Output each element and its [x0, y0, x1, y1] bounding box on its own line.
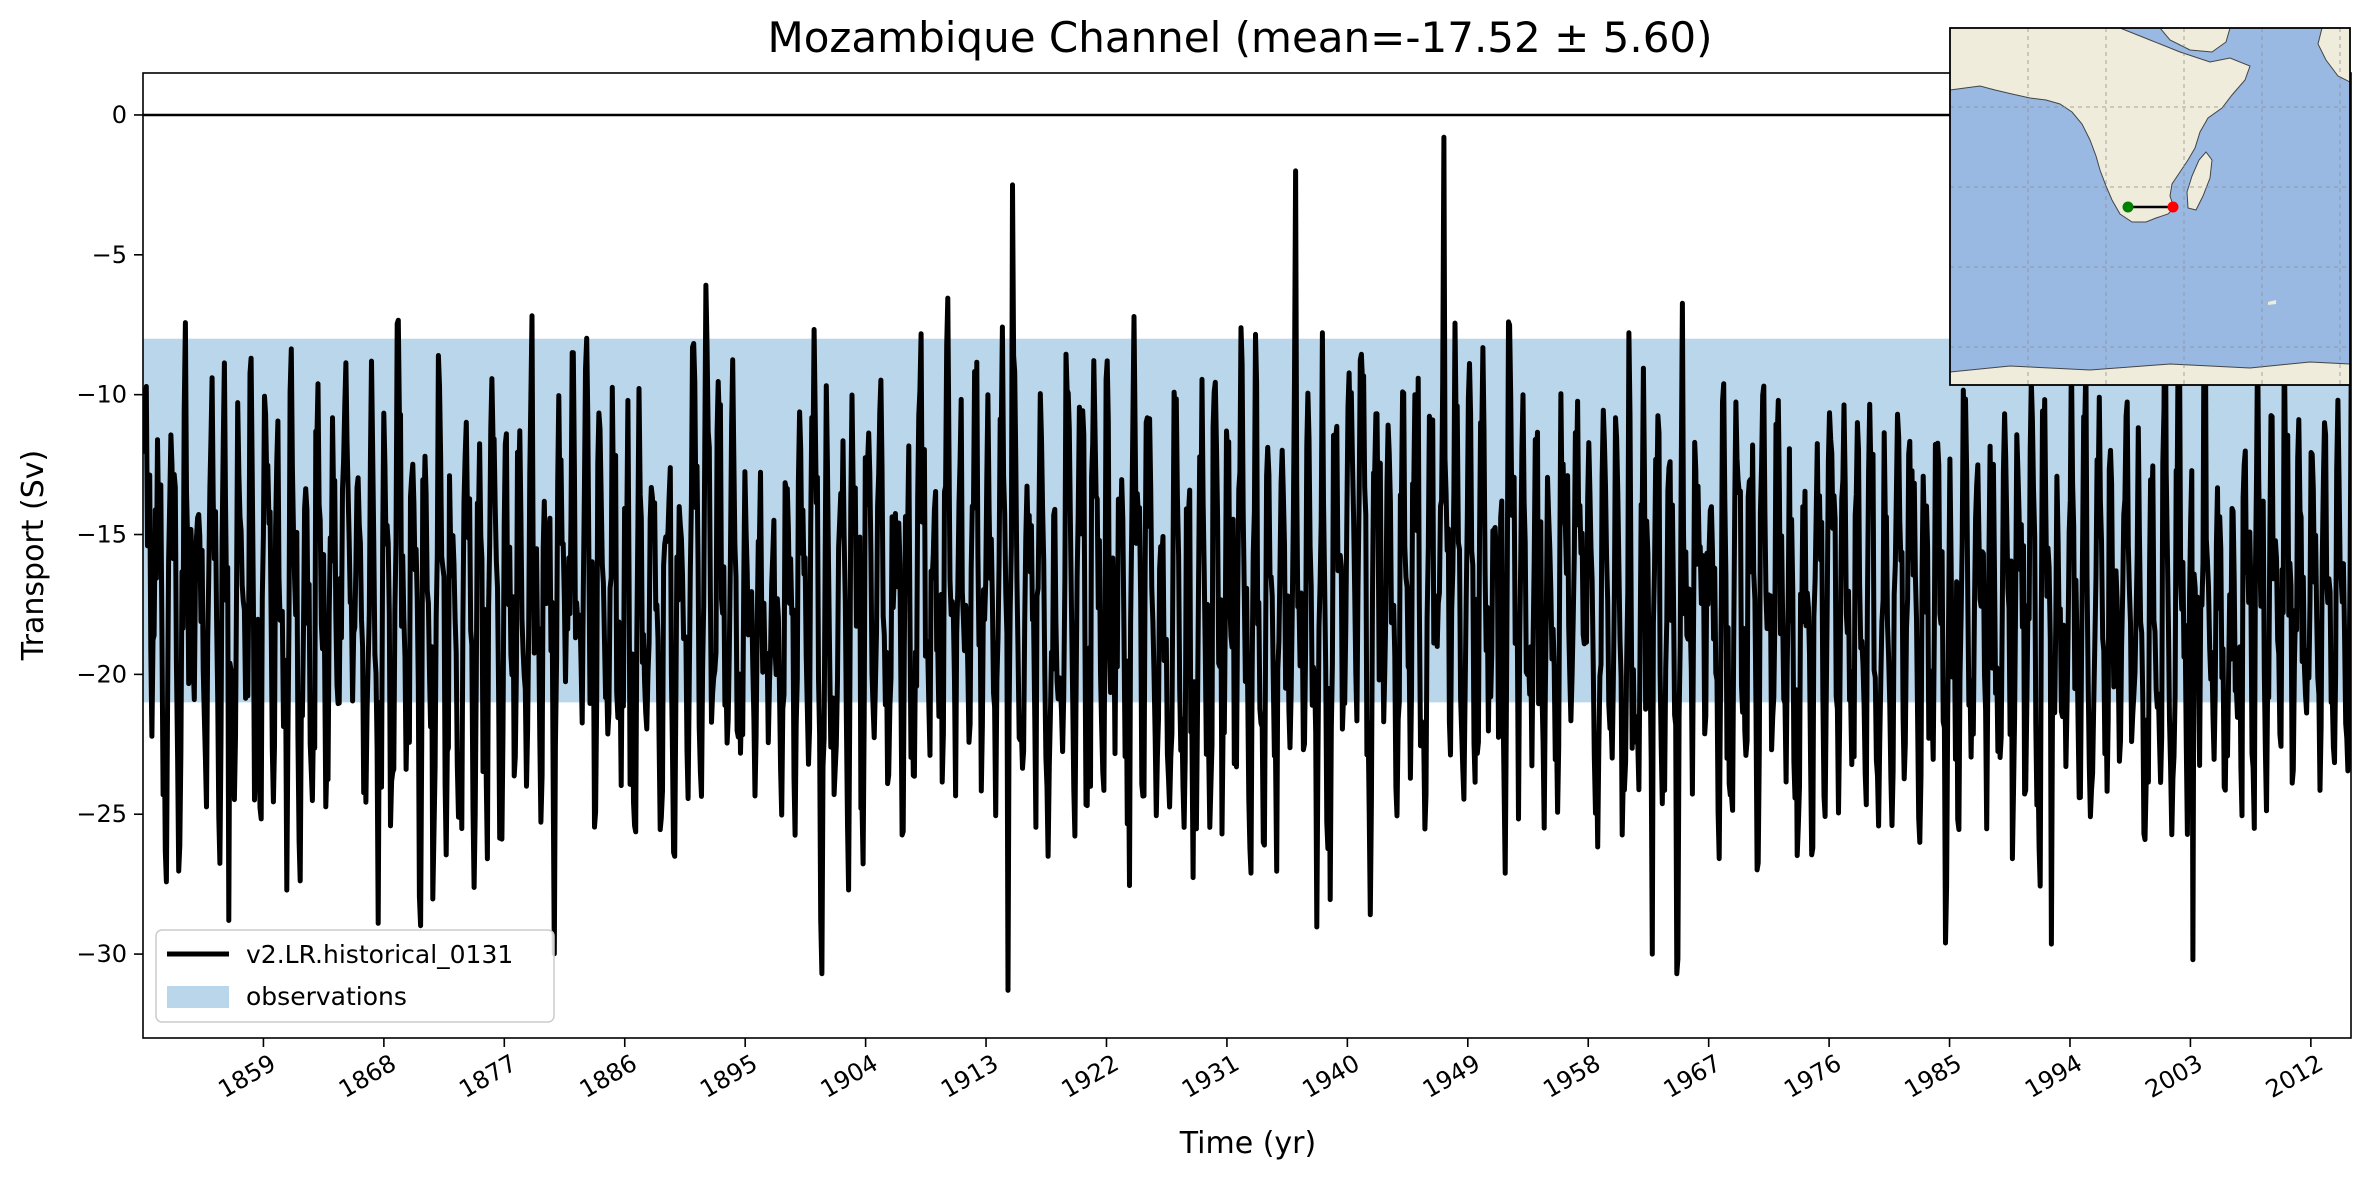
x-tick-label: 1859 [214, 1049, 281, 1104]
x-tick-label: 1967 [1659, 1049, 1726, 1104]
axes-frame [142, 72, 2352, 1039]
chart-title: Mozambique Channel (mean=-17.52 ± 5.60) [767, 13, 1712, 62]
x-tick-label: 1940 [1297, 1049, 1364, 1104]
legend: v2.LR.historical_0131 observations [155, 929, 555, 1023]
map-antarctica [1950, 361, 2350, 385]
map-end-point [2167, 201, 2179, 213]
map-africa [1950, 28, 2251, 223]
y-axis: 0 −5 −10 −15 −20 −25 −30 [76, 101, 143, 968]
x-tick-label: 2012 [2261, 1049, 2328, 1104]
x-tick-label: 1922 [1057, 1049, 1124, 1104]
map-arabia [2159, 28, 2231, 53]
y-tick-label: −10 [76, 381, 127, 409]
x-tick-label: 2003 [2141, 1049, 2208, 1104]
map-inset [1949, 27, 2351, 386]
x-tick-label: 1895 [695, 1049, 762, 1104]
y-axis-label: Transport (Sv) [16, 450, 51, 662]
map-gridlines [1950, 28, 2350, 385]
legend-box [155, 929, 555, 1023]
plot-area [143, 113, 2351, 993]
map-start-point [2122, 201, 2134, 213]
x-tick-label: 1904 [816, 1049, 883, 1104]
legend-observations-label: observations [246, 982, 407, 1011]
series-line-historical-0131 [143, 134, 2351, 993]
x-axis: 1859 1868 1877 1886 1895 1904 1913 1922 1931 1940… [214, 1038, 2328, 1104]
y-tick-label: −20 [76, 660, 127, 688]
map-island [2268, 300, 2276, 305]
x-tick-label: 1913 [936, 1049, 1003, 1104]
x-tick-label: 1958 [1538, 1049, 1605, 1104]
map-madagascar [2186, 151, 2213, 211]
x-tick-label: 1886 [575, 1049, 642, 1104]
y-tick-label: −15 [76, 521, 127, 549]
y-tick-label: −30 [76, 940, 127, 968]
map-frame [1949, 27, 2351, 386]
y-tick-label: −25 [76, 800, 127, 828]
y-tick-label: 0 [112, 101, 127, 129]
plot-content [143, 113, 2351, 993]
x-tick-label: 1985 [1900, 1049, 1967, 1104]
x-tick-label: 1949 [1418, 1049, 1485, 1104]
map-australia [2317, 28, 2350, 83]
x-tick-label: 1877 [454, 1049, 521, 1104]
x-tick-label: 1931 [1177, 1049, 1244, 1104]
x-axis-label: Time (yr) [1179, 1126, 1316, 1161]
x-tick-label: 1976 [1779, 1049, 1846, 1104]
x-tick-label: 1868 [334, 1049, 401, 1104]
legend-series-label: v2.LR.historical_0131 [246, 940, 513, 969]
x-tick-label: 1994 [2020, 1049, 2087, 1104]
y-tick-label: −5 [92, 241, 127, 269]
legend-observations-swatch [167, 986, 229, 1008]
